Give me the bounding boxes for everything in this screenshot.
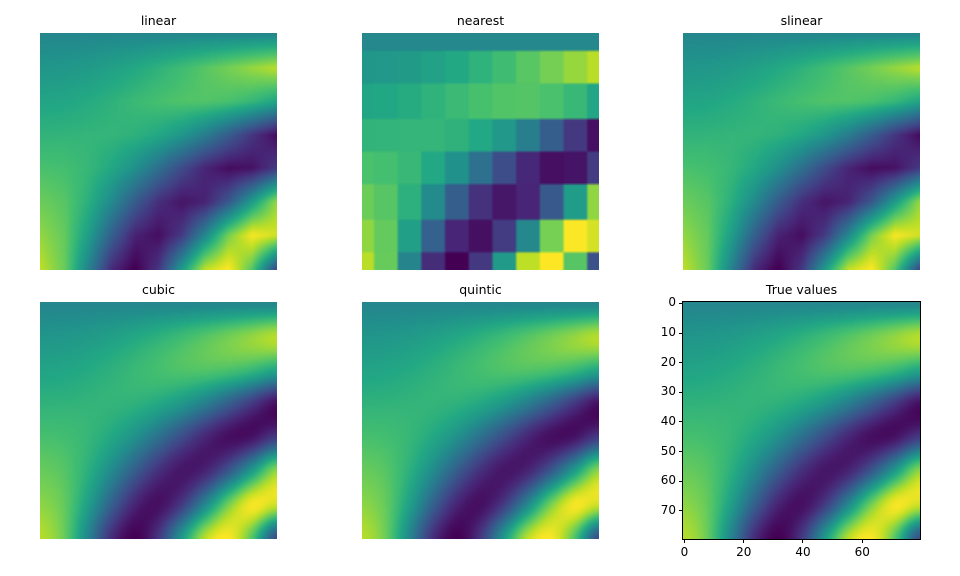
heatmap-panel	[362, 33, 599, 270]
panel-title: True values	[765, 282, 838, 297]
x-tick-label: 0	[680, 545, 689, 559]
heatmap-panel	[40, 302, 277, 539]
heatmap-image	[362, 33, 599, 270]
y-tick	[679, 480, 683, 482]
panel-title: cubic	[141, 282, 176, 297]
y-tick-label: 30	[660, 384, 676, 399]
x-tick	[683, 539, 685, 543]
y-tick	[679, 421, 683, 423]
heatmap-image	[683, 302, 920, 539]
y-tick-label: 60	[660, 473, 676, 488]
x-tick	[743, 539, 745, 543]
panel-title: quintic	[459, 282, 502, 297]
y-tick-label: 40	[660, 413, 676, 428]
heatmap-panel	[683, 33, 920, 270]
x-tick-label: 60	[854, 545, 870, 559]
y-tick	[679, 510, 683, 512]
panel-title: linear	[140, 13, 177, 28]
heatmap-panel	[682, 301, 921, 540]
y-tick-label: 0	[668, 295, 676, 310]
heatmap-image	[40, 302, 277, 539]
y-tick	[679, 451, 683, 453]
y-tick	[679, 302, 683, 304]
y-tick-label: 50	[660, 443, 676, 458]
heatmap-panel	[362, 302, 599, 539]
x-tick-label: 20	[736, 545, 752, 559]
panel-title: slinear	[780, 13, 823, 28]
heatmap-image	[683, 33, 920, 270]
y-tick-label: 70	[660, 502, 676, 517]
heatmap-panel	[40, 33, 277, 270]
panel-title: nearest	[456, 13, 505, 28]
y-tick	[679, 391, 683, 393]
x-tick-label: 40	[795, 545, 811, 559]
y-tick-label: 10	[660, 325, 676, 340]
y-tick-label: 20	[660, 354, 676, 369]
y-tick	[679, 332, 683, 334]
x-tick	[861, 539, 863, 543]
x-tick	[802, 539, 804, 543]
y-tick	[679, 362, 683, 364]
heatmap-image	[40, 33, 277, 270]
heatmap-image	[362, 302, 599, 539]
